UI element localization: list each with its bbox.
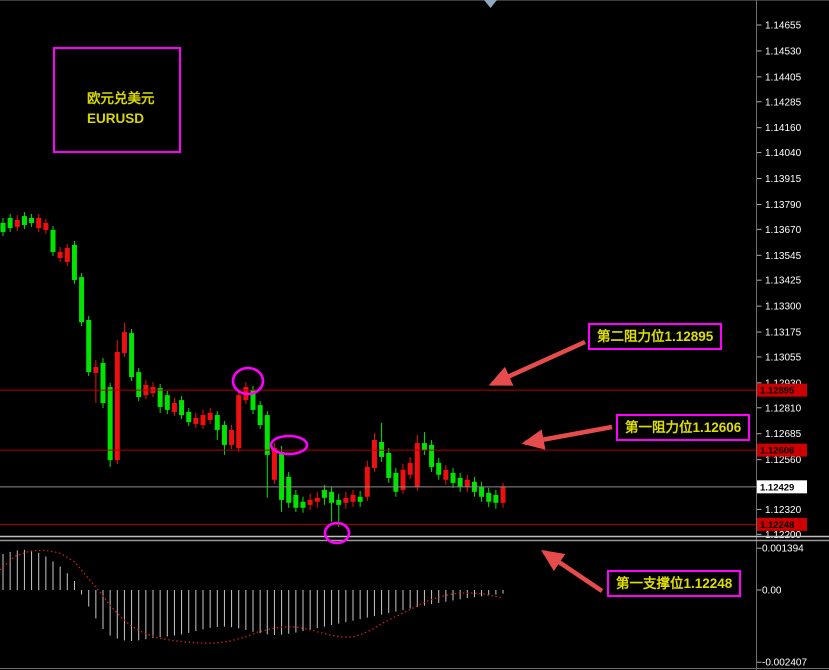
axis-badge-1.12429 xyxy=(757,480,807,494)
price-axis[interactable]: 1.14655 1.14530 1.14405 1.14285 1.14160 1.140… xyxy=(757,21,807,669)
svg-text:1.13175: 1.13175 xyxy=(765,328,802,339)
svg-text:1.14160: 1.14160 xyxy=(765,123,802,134)
svg-text:1.14040: 1.14040 xyxy=(765,148,802,159)
svg-text:1.14405: 1.14405 xyxy=(765,72,802,83)
symbol-title-box[interactable]: 欧元兑美元 EURUSD xyxy=(53,47,181,153)
svg-text:1.14285: 1.14285 xyxy=(765,97,802,108)
label-support-1-text: 第一支撑位1.12248 xyxy=(616,576,733,591)
candles-layer xyxy=(0,212,506,527)
label-resistance-2-text: 第二阻力位1.12895 xyxy=(597,329,714,344)
indicator-histogram-layer xyxy=(2,549,504,641)
ellipse-annotation-1[interactable] xyxy=(231,366,265,396)
scroll-marker-triangle-icon[interactable] xyxy=(484,0,497,8)
label-resistance-1[interactable]: 第一阻力位1.12606 xyxy=(616,414,751,441)
svg-text:1.12200: 1.12200 xyxy=(765,530,802,541)
svg-text:1.12248: 1.12248 xyxy=(760,520,794,531)
label-resistance-2[interactable]: 第二阻力位1.12895 xyxy=(588,323,723,350)
svg-text:1.12429: 1.12429 xyxy=(760,482,794,493)
arrow-resistance1-icon[interactable] xyxy=(521,424,613,450)
ellipse-annotation-3[interactable] xyxy=(323,521,351,545)
svg-text:1.13670: 1.13670 xyxy=(765,225,802,236)
svg-text:-0.002407: -0.002407 xyxy=(762,658,807,669)
label-support-1[interactable]: 第一支撑位1.12248 xyxy=(607,570,742,597)
svg-text:1.13300: 1.13300 xyxy=(765,302,802,313)
axis-badge-1.12895 xyxy=(757,383,807,397)
svg-text:1.13915: 1.13915 xyxy=(765,174,802,185)
label-resistance-1-text: 第一阻力位1.12606 xyxy=(625,420,742,435)
svg-text:1.13790: 1.13790 xyxy=(765,200,802,211)
svg-text:1.13425: 1.13425 xyxy=(765,276,802,287)
symbol-code: EURUSD xyxy=(87,111,145,126)
svg-text:0.00: 0.00 xyxy=(762,586,782,597)
svg-text:1.14530: 1.14530 xyxy=(765,46,802,57)
svg-text:1.12685: 1.12685 xyxy=(765,429,802,440)
axis-badge-1.12606 xyxy=(757,443,807,457)
svg-text:1.12320: 1.12320 xyxy=(765,505,802,516)
svg-text:1.12810: 1.12810 xyxy=(765,403,802,414)
svg-text:0.001394: 0.001394 xyxy=(762,544,804,555)
arrow-resistance2-icon[interactable] xyxy=(488,339,586,387)
axis-badge-1.12248 xyxy=(757,517,807,531)
svg-text:1.12560: 1.12560 xyxy=(765,455,802,466)
svg-text:1.12895: 1.12895 xyxy=(760,386,795,397)
ellipse-annotation-2[interactable] xyxy=(269,434,309,456)
svg-text:1.12606: 1.12606 xyxy=(760,446,794,457)
horizontal-level-lines[interactable] xyxy=(0,389,756,525)
arrow-support1-icon[interactable] xyxy=(541,549,604,593)
symbol-name-cn: 欧元兑美元 xyxy=(87,91,155,106)
indicator-signal-line xyxy=(0,549,504,644)
svg-text:1.13545: 1.13545 xyxy=(765,251,802,262)
svg-text:1.14655: 1.14655 xyxy=(765,21,802,32)
svg-text:1.13055: 1.13055 xyxy=(765,352,802,363)
